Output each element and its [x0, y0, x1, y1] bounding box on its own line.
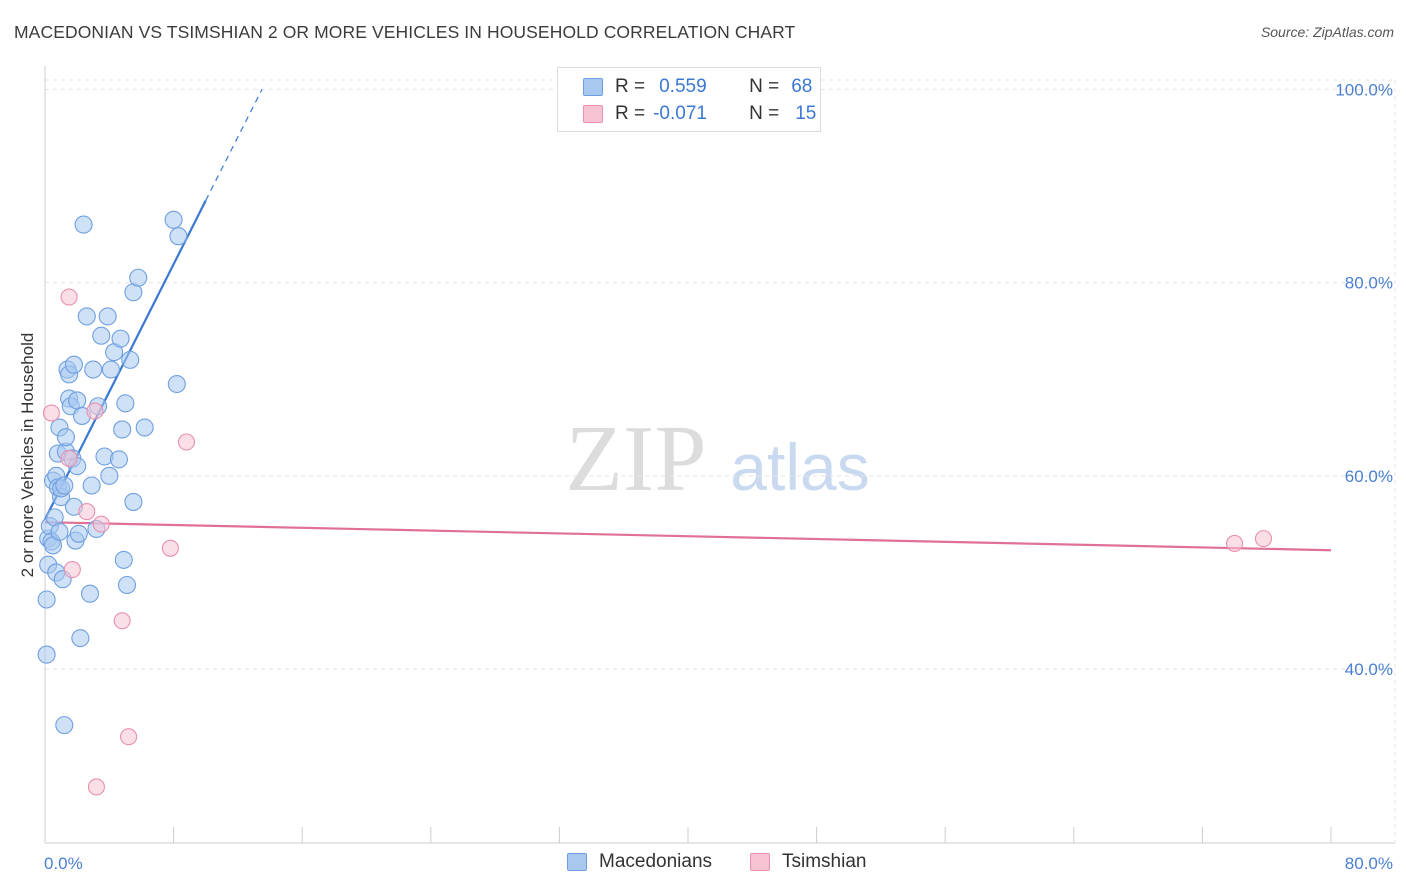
- macedonians-point: [80, 584, 100, 603]
- macedonians-point: [37, 645, 56, 664]
- axes: [44, 66, 1395, 844]
- tsimshian-point: [86, 402, 104, 420]
- macedonians-point: [82, 476, 101, 495]
- y-tick-label: 40.0%: [1345, 660, 1393, 679]
- macedonians-point: [71, 629, 90, 648]
- macedonians-trendline-extension: [205, 89, 263, 201]
- r-value: -0.071: [653, 103, 707, 124]
- macedonians-point: [169, 227, 188, 246]
- gridlines: [45, 79, 1396, 843]
- tsimshian-point: [92, 515, 110, 533]
- tsimshian-point: [87, 778, 105, 796]
- tsimshian-point: [1226, 534, 1244, 553]
- macedonians-point: [84, 360, 103, 379]
- macedonians-point: [55, 716, 74, 735]
- macedonians-point: [124, 492, 143, 511]
- tsimshian-point: [63, 561, 81, 579]
- macedonians-point: [116, 394, 135, 413]
- macedonians-point: [50, 522, 69, 541]
- y-tick-labels: 100.0% 80.0% 60.0% 40.0%: [1335, 80, 1393, 679]
- n-value: 15: [795, 103, 817, 124]
- macedonians-point: [164, 210, 183, 229]
- tsimshian-point: [42, 404, 60, 422]
- n-label: N =: [749, 103, 780, 124]
- macedonians-point: [101, 360, 120, 379]
- y-tick-label: 60.0%: [1345, 467, 1393, 486]
- macedonians-point: [64, 355, 83, 374]
- stats-row-macedonians: R = 0.559 N = 68: [583, 75, 812, 99]
- macedonians-swatch: [583, 78, 603, 96]
- n-value: 68: [791, 76, 813, 97]
- y-tick-label: 80.0%: [1345, 274, 1393, 293]
- r-label: R =: [615, 103, 646, 124]
- macedonians-swatch: [567, 853, 587, 871]
- macedonians-point: [113, 420, 132, 439]
- macedonians-point: [98, 307, 117, 326]
- y-tick-label: 100.0%: [1335, 80, 1393, 99]
- macedonians-point: [135, 418, 154, 437]
- macedonians-point: [56, 428, 75, 447]
- macedonians-point: [68, 391, 87, 410]
- tsimshian-point: [78, 503, 96, 521]
- series-legend: Macedonians Tsimshian: [0, 851, 1406, 879]
- tsimshian-point: [113, 612, 131, 630]
- source-credit: Source: ZipAtlas.com: [1260, 24, 1394, 40]
- stats-row-tsimshian: R = -0.071 N = 15: [583, 102, 816, 126]
- macedonians-point: [129, 268, 148, 287]
- x-tick-label-max: 80.0%: [1345, 854, 1393, 873]
- tsimshian-point: [1254, 530, 1273, 548]
- tsimshian-point: [60, 449, 78, 467]
- data-points: [37, 210, 1273, 796]
- zipatlas-watermark: ZIP atlas: [566, 407, 870, 511]
- tsimshian-point: [60, 288, 78, 306]
- macedonians-point: [114, 550, 133, 569]
- r-label: R =: [615, 76, 646, 97]
- chart-title: MACEDONIAN VS TSIMSHIAN 2 OR MORE VEHICL…: [14, 22, 796, 42]
- macedonians-point: [77, 307, 96, 326]
- macedonians-point: [55, 476, 74, 495]
- tsimshian-point: [120, 728, 138, 746]
- macedonians-point: [121, 350, 140, 369]
- tsimshian-point: [177, 433, 196, 451]
- r-value: 0.559: [659, 76, 707, 97]
- macedonians-point: [167, 374, 186, 394]
- macedonians-point: [92, 326, 111, 345]
- tsimshian-trendline: [44, 521, 1332, 552]
- n-label: N =: [749, 76, 780, 97]
- macedonians-point: [111, 329, 130, 348]
- legend-label: Macedonians: [599, 851, 713, 872]
- macedonians-point: [37, 590, 56, 609]
- macedonians-point: [69, 524, 88, 543]
- macedonians-point: [117, 575, 137, 595]
- macedonians-point: [100, 466, 119, 485]
- tsimshian-swatch: [583, 105, 603, 123]
- tsimshian-point: [161, 539, 179, 557]
- macedonians-point: [74, 215, 93, 234]
- watermark-zip: ZIP: [566, 407, 707, 511]
- watermark-atlas: atlas: [730, 430, 869, 504]
- x-tick-labels: 0.0% 80.0%: [44, 854, 1393, 873]
- stats-legend: R = 0.559 N = 68 R = -0.071 N = 15: [557, 67, 821, 132]
- legend-item-tsimshian[interactable]: Tsimshian: [750, 851, 866, 873]
- macedonians-point: [109, 450, 128, 469]
- legend-label: Tsimshian: [782, 851, 867, 872]
- legend-item-macedonians[interactable]: Macedonians: [567, 851, 712, 873]
- tsimshian-swatch: [750, 853, 770, 871]
- x-tick-label-min: 0.0%: [44, 854, 83, 873]
